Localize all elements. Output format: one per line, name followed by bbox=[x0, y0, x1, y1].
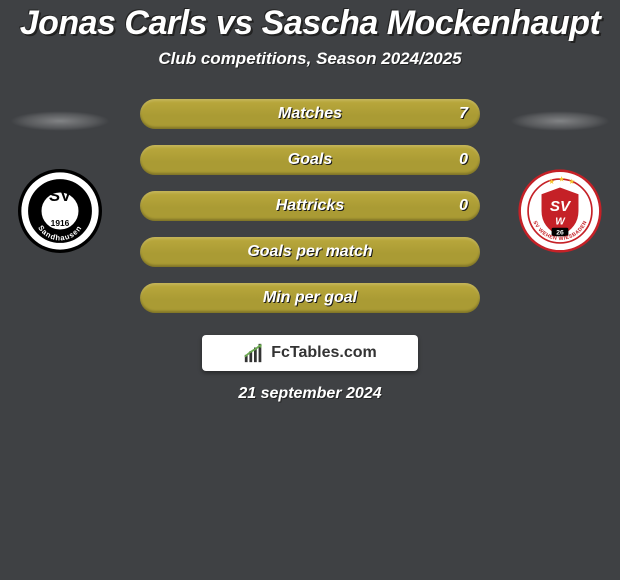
content-area: SV Sandhausen 1916 ★ ★ bbox=[0, 99, 620, 313]
left-player-avatar-placeholder bbox=[10, 111, 110, 131]
stat-bar-list: Matches 7 Goals 0 Hattricks 0 Goals per match M… bbox=[140, 99, 480, 313]
stat-value-right: 7 bbox=[459, 99, 468, 129]
left-club-badge: SV Sandhausen 1916 bbox=[18, 169, 102, 253]
svg-text:★: ★ bbox=[558, 175, 565, 184]
svg-text:26: 26 bbox=[556, 230, 564, 237]
brand-text: FcTables.com bbox=[271, 344, 377, 362]
chart-growth-icon bbox=[243, 342, 265, 364]
page-title: Jonas Carls vs Sascha Mockenhaupt bbox=[6, 4, 614, 43]
infographic-root: Jonas Carls vs Sascha Mockenhaupt Club c… bbox=[0, 0, 620, 580]
stat-value-right: 0 bbox=[459, 145, 468, 175]
stat-bar: Goals per match bbox=[140, 237, 480, 267]
brand-card: FcTables.com bbox=[202, 335, 418, 371]
stat-label: Hattricks bbox=[276, 197, 344, 215]
wehen-badge-icon: ★ ★ ★ SV W 26 · SV WEHEN WIESBADEN · bbox=[518, 169, 602, 253]
stat-label: Matches bbox=[278, 105, 342, 123]
left-player-column: SV Sandhausen 1916 bbox=[0, 99, 120, 253]
stat-label: Min per goal bbox=[263, 289, 357, 307]
right-player-avatar-placeholder bbox=[510, 111, 610, 131]
stat-bar: Goals 0 bbox=[140, 145, 480, 175]
right-player-column: ★ ★ ★ SV W 26 · SV WEHEN WIESBADEN · bbox=[500, 99, 620, 253]
right-club-badge: ★ ★ ★ SV W 26 · SV WEHEN WIESBADEN · bbox=[518, 169, 602, 253]
svg-text:SV: SV bbox=[550, 198, 572, 215]
stat-bar: Hattricks 0 bbox=[140, 191, 480, 221]
page-subtitle: Club competitions, Season 2024/2025 bbox=[0, 49, 620, 69]
stat-label: Goals bbox=[288, 151, 332, 169]
svg-text:★: ★ bbox=[548, 177, 555, 186]
footer-date: 21 september 2024 bbox=[0, 385, 620, 403]
svg-text:W: W bbox=[555, 216, 566, 227]
svg-text:1916: 1916 bbox=[51, 218, 70, 228]
stat-label: Goals per match bbox=[247, 243, 372, 261]
stat-value-right: 0 bbox=[459, 191, 468, 221]
stat-bar: Matches 7 bbox=[140, 99, 480, 129]
stat-bar: Min per goal bbox=[140, 283, 480, 313]
sandhausen-badge-icon: SV Sandhausen 1916 bbox=[18, 169, 102, 253]
svg-text:★: ★ bbox=[568, 177, 575, 186]
svg-text:SV: SV bbox=[49, 186, 72, 205]
